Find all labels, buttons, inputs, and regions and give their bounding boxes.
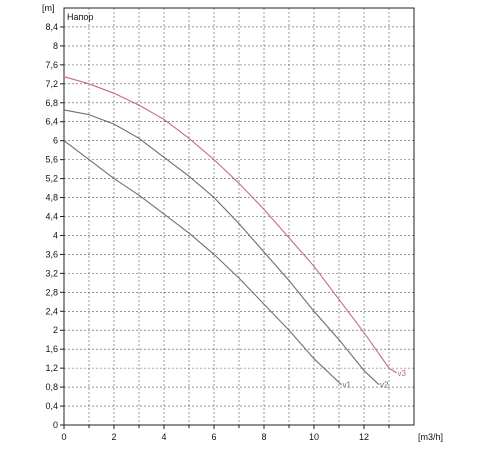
y-tick-label: 7,2 bbox=[45, 79, 58, 89]
series-line-v1 bbox=[63, 140, 342, 386]
series-line-v3 bbox=[63, 76, 397, 374]
y-tick-label: 6,4 bbox=[45, 117, 58, 127]
y-tick-label: 5,6 bbox=[45, 155, 58, 165]
series-line-v2 bbox=[63, 109, 380, 386]
y-axis-unit: [m] bbox=[42, 3, 55, 13]
y-tick-label: 2 bbox=[53, 325, 58, 335]
y-tick-label: 0 bbox=[53, 420, 58, 430]
x-tick-label: 10 bbox=[309, 432, 319, 442]
x-tick-label: 8 bbox=[261, 432, 266, 442]
x-tick-label: 6 bbox=[211, 432, 216, 442]
x-tick-label: 12 bbox=[359, 432, 369, 442]
y-tick-label: 2,4 bbox=[45, 306, 58, 316]
y-tick-label: 2,8 bbox=[45, 287, 58, 297]
y-tick-label: 4 bbox=[53, 230, 58, 240]
y-tick-label: 3,6 bbox=[45, 249, 58, 259]
y-tick-label: 8 bbox=[53, 41, 58, 51]
y-tick-label: 7,6 bbox=[45, 60, 58, 70]
y-tick-label: 6,8 bbox=[45, 98, 58, 108]
x-axis-unit: [m3/h] bbox=[418, 432, 443, 442]
grid bbox=[64, 8, 414, 425]
y-tick-label: 5,2 bbox=[45, 174, 58, 184]
series-label-v3: v3 bbox=[398, 369, 407, 378]
series-group: v1 v2 v3 bbox=[63, 76, 407, 390]
series-label-v2: v2 bbox=[380, 381, 389, 390]
y-tick-label: 1,6 bbox=[45, 344, 58, 354]
chart-title: Напор bbox=[67, 12, 93, 22]
y-tick-label: 0,8 bbox=[45, 382, 58, 392]
series-label-v1: v1 bbox=[343, 381, 352, 390]
x-tick-label: 2 bbox=[111, 432, 116, 442]
y-tick-label: 1,2 bbox=[45, 363, 58, 373]
y-tick-label: 8,4 bbox=[45, 22, 58, 32]
x-tick-label: 0 bbox=[61, 432, 66, 442]
y-tick-label: 0,4 bbox=[45, 401, 58, 411]
axes: 0 0,4 0,8 1,2 1,6 2 2,4 2,8 3,2 3,6 4 4,4 4,8 5,2 5,6 6… bbox=[45, 22, 390, 442]
y-tick-label: 3,2 bbox=[45, 268, 58, 278]
y-tick-label: 6 bbox=[53, 136, 58, 146]
y-tick-label: 4,4 bbox=[45, 212, 58, 222]
x-tick-label: 4 bbox=[161, 432, 166, 442]
y-tick-label: 4,8 bbox=[45, 193, 58, 203]
